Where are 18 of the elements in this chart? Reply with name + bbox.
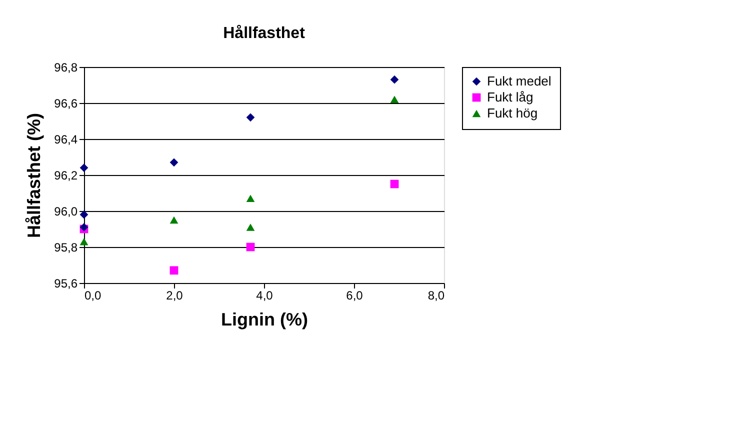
legend-label: Fukt hög xyxy=(487,106,538,120)
x-tick-label: 6,0 xyxy=(346,288,364,302)
x-axis-title: Lignin (%) xyxy=(221,310,308,330)
y-tick-label: 96,0 xyxy=(54,204,78,218)
y-tick-label: 96,2 xyxy=(54,168,78,182)
chart-title: Hållfasthet xyxy=(223,24,306,42)
y-tick-label: 96,6 xyxy=(54,96,78,110)
y-tick-label: 96,8 xyxy=(54,60,78,74)
legend-label: Fukt låg xyxy=(487,90,534,104)
y-axis-title: Hållfasthet (%) xyxy=(24,112,44,238)
y-tick-label: 96,4 xyxy=(54,132,78,146)
x-tick-label: 8,0 xyxy=(428,288,445,302)
y-tick-label: 95,8 xyxy=(54,240,78,254)
y-tick-label: 95,6 xyxy=(54,276,78,290)
x-tick-label: 0,0 xyxy=(84,288,102,302)
x-tick-label: 2,0 xyxy=(166,288,184,302)
x-tick-label: 4,0 xyxy=(256,288,274,302)
legend-label: Fukt medel xyxy=(487,74,552,88)
